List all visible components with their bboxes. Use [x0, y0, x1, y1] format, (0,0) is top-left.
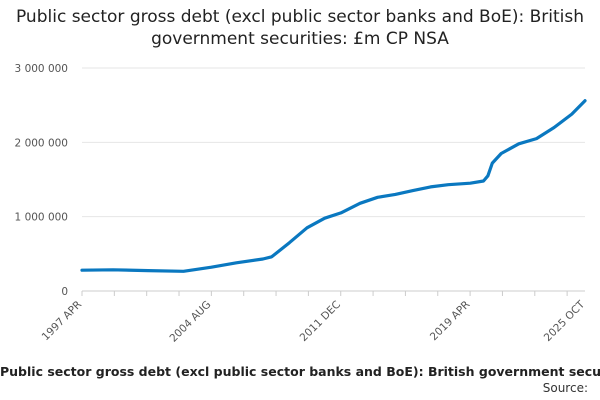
chart-caption: Public sector gross debt (excl public se… [0, 364, 600, 379]
y-tick-label: 1 000 000 [15, 212, 68, 224]
series-line [80, 99, 587, 273]
x-tick-label: 2004 AUG [167, 299, 213, 345]
source-label: Source: [542, 381, 588, 395]
y-tick-label: 0 [61, 286, 68, 298]
x-axis-ticks: 1997 APR 2004 AUG 2011 DEC 2019 APR 2025 OCT [40, 291, 588, 345]
x-tick-label: 2019 APR [428, 299, 472, 343]
y-axis-labels: 0 1 000 000 2 000 000 3 000 000 [15, 63, 68, 298]
x-tick-label: 1997 APR [40, 299, 84, 343]
y-tick-label: 3 000 000 [15, 63, 68, 75]
y-tick-label: 2 000 000 [15, 137, 68, 149]
gridlines [82, 67, 585, 292]
x-tick-label: 2025 OCT [542, 298, 588, 344]
x-tick-label: 2011 DEC [298, 299, 343, 344]
series-layer [80, 99, 587, 273]
chart-title: Public sector gross debt (excl public se… [15, 7, 584, 49]
